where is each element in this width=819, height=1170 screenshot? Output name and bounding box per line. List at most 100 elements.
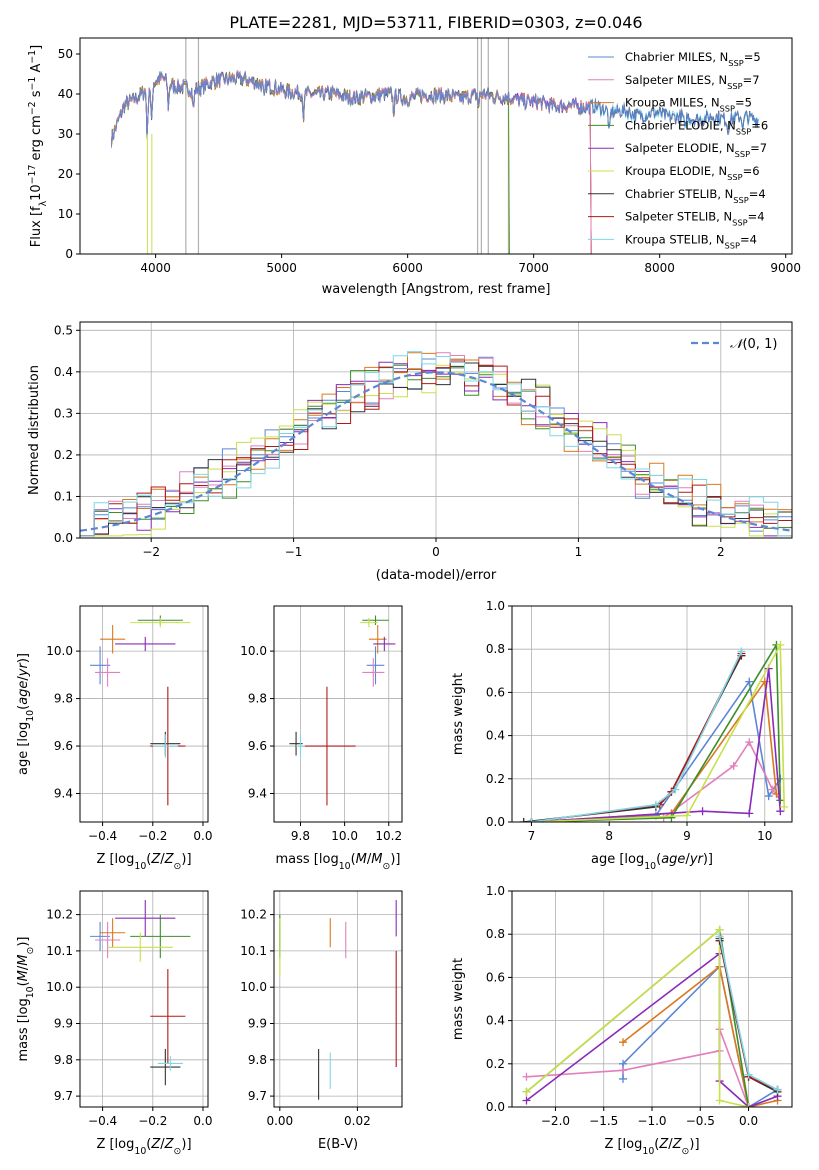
- y-tick-label: 10.0: [46, 644, 73, 658]
- y-axis-label: mass [log10(M/M⊙)]: [16, 937, 36, 1062]
- x-axis-label-part: ⊙: [174, 1146, 182, 1157]
- plot-area: [519, 640, 789, 822]
- x-axis-label-part: 10: [134, 861, 146, 872]
- y-axis-label-part: ⊙: [25, 947, 36, 955]
- weight-series-line: [526, 1028, 750, 1107]
- legend-entry-part: Kroupa ELODIE, N: [625, 164, 727, 178]
- y-axis-label-part: A: [29, 64, 44, 77]
- weight-series-line: [531, 651, 743, 822]
- y-tick-label: 50: [58, 47, 73, 61]
- x-tick-label: 6000: [392, 261, 423, 275]
- y-tick-label: 9.4: [248, 787, 267, 801]
- x-axis-label-part: ⊙: [383, 861, 391, 872]
- x-axis-label-part: )]: [689, 1137, 699, 1152]
- x-axis-label: Z [log10(Z/Z⊙)]: [96, 1137, 191, 1157]
- x-axis-label-part: )]: [181, 1137, 191, 1152]
- legend-entry-part: Kroupa STELIB, N: [625, 232, 725, 246]
- y-tick-label: 10.1: [240, 944, 267, 958]
- legend-entry-part: Chabrier MILES, N: [625, 50, 728, 64]
- y-axis-label-part: /: [16, 965, 31, 970]
- y-axis-label-part: −2: [27, 101, 38, 115]
- x-axis-label-part: Z [log: [96, 1137, 134, 1152]
- legend-entry: Kroupa STELIB, NSSP=4: [625, 232, 757, 250]
- y-tick-label: 0.6: [486, 970, 505, 984]
- x-axis-label-part: Z: [150, 1137, 161, 1152]
- y-tick-label: 0.0: [54, 531, 73, 545]
- weight-marker: [619, 1038, 628, 1047]
- legend-entry-part: =6: [743, 164, 760, 178]
- x-tick-label: 0.00: [266, 1114, 293, 1128]
- axes-frame: [79, 37, 793, 255]
- legend-entry-part: =5: [744, 50, 761, 64]
- weight-marker: [773, 1085, 782, 1094]
- x-axis-label-part: (: [656, 852, 661, 867]
- plot-area: [80, 351, 792, 537]
- y-tick-label: 0.1: [54, 489, 73, 503]
- legend-entry-part: =5: [735, 96, 752, 110]
- y-axis-label: age [log10(age/yr)]: [16, 653, 36, 775]
- legend-entry-part: SSP: [720, 104, 735, 114]
- weight-marker: [715, 932, 724, 941]
- x-axis-label-part: M: [371, 852, 382, 867]
- x-axis-label-part: 10: [134, 1146, 146, 1157]
- y-tick-label: 0.4: [486, 1014, 505, 1028]
- legend-entry-part: Chabrier STELIB, N: [625, 187, 733, 201]
- y-tick-label: 0.0: [486, 815, 505, 829]
- weight-marker: [683, 811, 691, 820]
- legend-entry: Salpeter STELIB, NSSP=4: [625, 210, 765, 228]
- y-tick-label: 10.0: [240, 980, 267, 994]
- x-axis-label-part: Z: [658, 1137, 669, 1152]
- y-axis-label-part: )]: [16, 653, 31, 663]
- y-axis-label-part: yr: [16, 661, 31, 677]
- x-axis-label: Z [log10(Z/Z⊙)]: [96, 852, 191, 872]
- x-tick-label: 7: [528, 829, 536, 843]
- weight-marker: [619, 1066, 628, 1075]
- legend-entry-part: Salpeter ELODIE, N: [625, 141, 735, 155]
- y-axis-label-part: erg cm: [29, 115, 44, 164]
- legend-entry-part: =7: [743, 73, 760, 87]
- y-axis-label-part: 10: [25, 986, 36, 998]
- y-tick-label: 9.7: [54, 1089, 73, 1103]
- legend-entry-part: Chabrier ELODIE, N: [625, 118, 736, 132]
- x-tick-label: 0.0: [193, 829, 212, 843]
- y-axis-label-part: /: [16, 676, 31, 681]
- x-tick-label: −0.2: [138, 829, 167, 843]
- weight-marker: [522, 1072, 531, 1081]
- y-axis-label-part: 10: [29, 184, 44, 201]
- weight-marker: [729, 761, 738, 770]
- x-tick-label: 9000: [770, 261, 801, 275]
- x-axis-label: wavelength [Angstrom, rest frame]: [322, 282, 551, 297]
- weight-marker: [519, 818, 528, 822]
- y-tick-label: 0.5: [54, 323, 73, 337]
- y-tick-label: 9.8: [248, 692, 267, 706]
- y-axis-label-part: −1: [27, 77, 38, 91]
- y-axis-label-part: −1: [27, 50, 38, 64]
- legend-entry-part: Salpeter MILES, N: [625, 73, 727, 87]
- x-tick-label: 0.02: [344, 1114, 371, 1128]
- x-axis-label-part: Z: [164, 852, 175, 867]
- x-tick-label: −0.5: [686, 1114, 715, 1128]
- legend-entry-part: =4: [749, 187, 766, 201]
- weight-series-line: [523, 740, 781, 822]
- axes-frame: [273, 890, 403, 1108]
- y-tick-label: 30: [58, 127, 73, 141]
- x-axis-label: mass [log10(M/M⊙)]: [276, 852, 401, 872]
- plot-area: [289, 615, 396, 806]
- x-tick-label: 10.2: [375, 829, 402, 843]
- legend-entry-part: SSP: [733, 195, 748, 205]
- legend-entry-part: =4: [740, 232, 757, 246]
- y-axis-label: Normed distribution: [27, 365, 42, 495]
- axes-frame: [273, 605, 403, 823]
- legend-entry: Chabrier ELODIE, NSSP=6: [625, 118, 768, 136]
- x-axis-label-part: 10: [339, 861, 351, 872]
- y-tick-label: 0.8: [486, 642, 505, 656]
- y-tick-label: 9.9: [248, 1017, 267, 1031]
- legend-entry: Chabrier MILES, NSSP=5: [625, 50, 761, 68]
- weight-marker: [698, 807, 707, 816]
- x-axis-label-part: /: [367, 852, 372, 867]
- x-tick-label: −0.2: [138, 1114, 167, 1128]
- y-tick-label: 9.8: [248, 1053, 267, 1067]
- model-fit-line: [111, 71, 510, 254]
- y-axis-label-part: M: [16, 955, 31, 966]
